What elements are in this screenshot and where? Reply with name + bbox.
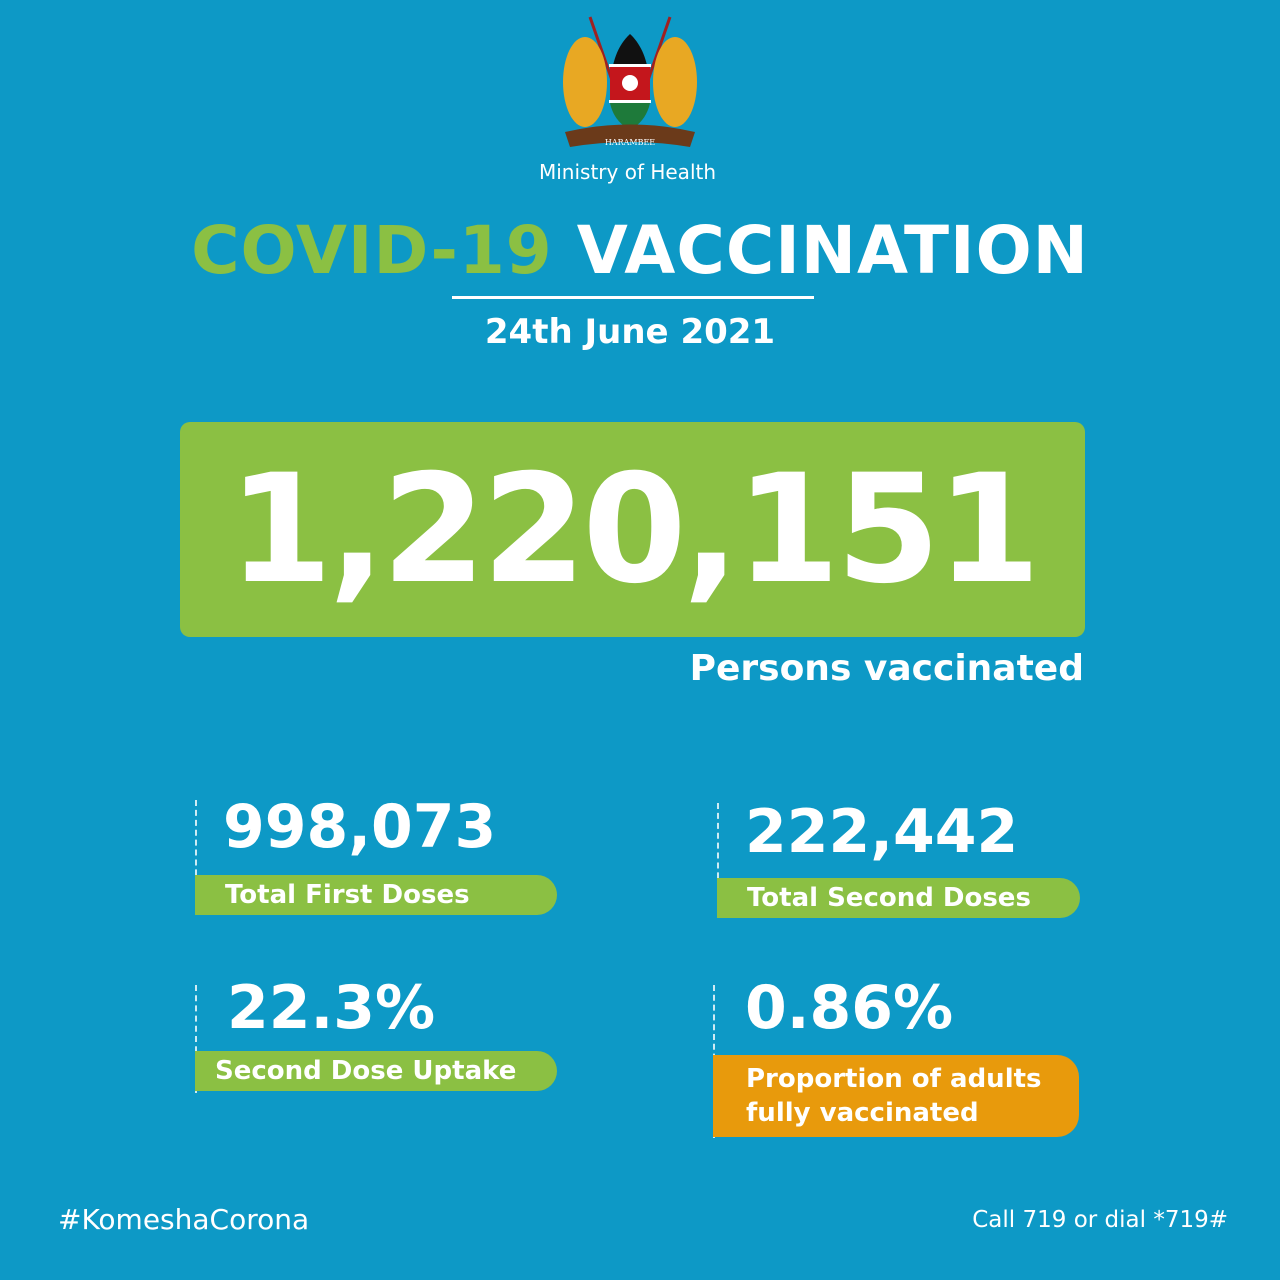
report-date: 24th June 2021 (484, 312, 776, 352)
stat-fully-vaccinated: 0.86% Proportion of adults fully vaccinat… (713, 973, 1081, 1138)
stat-value: 998,073 (223, 792, 497, 862)
crest-motto: HARAMBEE (605, 138, 655, 147)
title-covid: COVID-19 (191, 212, 553, 289)
title-vaccination: VACCINATION (576, 212, 1089, 289)
divider (195, 800, 197, 915)
stat-value: 0.86% (745, 973, 954, 1043)
stat-value: 22.3% (227, 973, 436, 1043)
label-line: fully vaccinated (746, 1098, 979, 1128)
stat-second-doses: 222,442 Total Second Doses (717, 797, 1082, 918)
stat-label: Total First Doses (195, 875, 557, 915)
stat-second-dose-uptake: 22.3% Second Dose Uptake (195, 973, 560, 1093)
persons-vaccinated-label: Persons vaccinated (689, 648, 1084, 689)
ministry-name: Ministry of Health (538, 160, 717, 184)
page-title: COVID-19 VACCINATION (0, 212, 1280, 289)
persons-vaccinated-value: 1,220,151 (228, 442, 1041, 617)
stat-first-doses: 998,073 Total First Doses (195, 792, 560, 915)
stat-value: 222,442 (745, 797, 1019, 867)
divider (195, 985, 197, 1093)
kenya-coat-of-arms-logo: HARAMBEE (563, 16, 697, 147)
headline-box: 1,220,151 (180, 422, 1085, 637)
stat-label: Proportion of adults fully vaccinated (713, 1055, 1079, 1137)
stat-label: Second Dose Uptake (195, 1051, 557, 1091)
hashtag: #KomeshaCorona (58, 1203, 310, 1236)
stat-label: Total Second Doses (717, 878, 1080, 918)
title-divider (452, 296, 814, 299)
divider (717, 803, 719, 918)
label-line: Proportion of adults (746, 1064, 1042, 1094)
contact-info: Call 719 or dial *719# (972, 1207, 1228, 1233)
